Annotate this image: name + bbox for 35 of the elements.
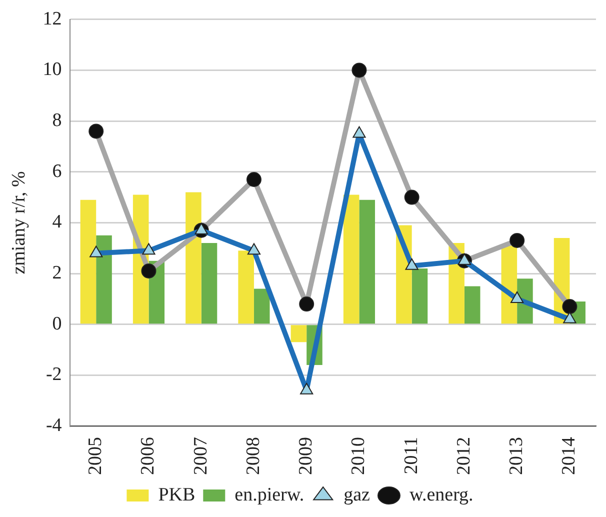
legend-label: PKB (158, 484, 196, 506)
legend-label: w.energ. (409, 484, 474, 506)
x-tick-label: 2013 (506, 437, 528, 475)
x-tick-label: 2008 (242, 437, 264, 475)
y-axis-title: zmiany r/r, % (8, 170, 30, 274)
bar (343, 194, 360, 324)
x-tick-label: 2009 (296, 437, 317, 475)
y-tick-label: -2 (46, 364, 62, 386)
x-tick-label: 2011 (400, 437, 422, 474)
bar (186, 192, 202, 324)
y-tick-label: 0 (52, 313, 62, 334)
bar (238, 250, 254, 324)
y-tick-label: 10 (42, 59, 62, 80)
y-tick-label: 6 (52, 160, 62, 182)
y-tick-label: -4 (46, 414, 62, 436)
bar (254, 288, 270, 324)
x-tick-label: 2007 (190, 437, 212, 475)
bar (464, 286, 480, 324)
legend-label: en.pierw. (234, 484, 304, 506)
x-tick-label: 2006 (138, 437, 159, 475)
x-tick-label: 2012 (453, 437, 474, 475)
y-tick-label: 12 (42, 8, 62, 30)
legend-label: gaz (344, 484, 370, 506)
bar (359, 200, 375, 324)
y-tick-label: 2 (52, 262, 62, 284)
bar (96, 235, 112, 324)
x-tick-label: 2005 (85, 437, 106, 475)
y-tick-label: 4 (52, 212, 62, 233)
y-tick-label: 8 (52, 110, 62, 132)
bar (290, 325, 307, 342)
bar (412, 268, 428, 324)
x-tick-label: 2010 (348, 437, 370, 475)
x-tick-label: 2014 (558, 436, 580, 475)
bar (80, 200, 96, 324)
bar (201, 243, 218, 324)
